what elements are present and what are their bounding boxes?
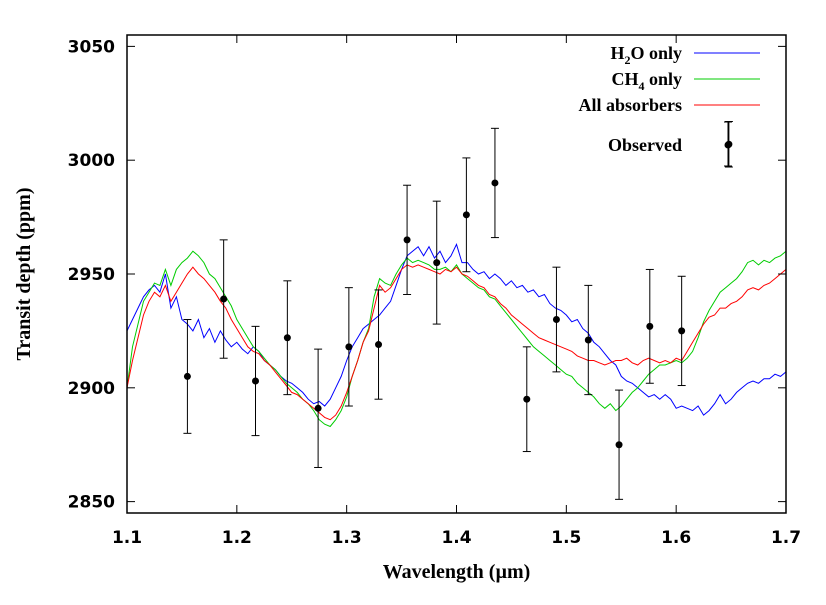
observed-point xyxy=(615,441,623,449)
observed-point xyxy=(375,341,383,349)
observed-point xyxy=(433,259,441,267)
observed-point xyxy=(646,322,654,330)
observed-point xyxy=(183,372,191,380)
y-tick-label: 3050 xyxy=(68,37,115,57)
series-line-h2o-only xyxy=(126,243,787,416)
observed-point xyxy=(220,295,228,303)
x-tick-label: 1.4 xyxy=(441,528,471,548)
y-tick-label: 2900 xyxy=(68,379,115,399)
series-line-ch4-only xyxy=(126,250,787,428)
x-axis-title: Wavelength (µm) xyxy=(383,561,531,583)
y-tick-label: 2850 xyxy=(68,493,115,513)
observed-error-bars xyxy=(183,120,733,500)
series-line-all-absorbers xyxy=(126,264,787,421)
observed-point xyxy=(283,334,291,342)
axis-tick-labels: 1.1 1.2 1.3 1.4 1.5 1.6 1.7 2850 2900 2950 3000 305… xyxy=(68,37,801,548)
legend-label-h2o-only: H2O only xyxy=(610,43,682,67)
observed-point xyxy=(314,404,322,412)
x-tick-label: 1.6 xyxy=(661,528,691,548)
observed-point xyxy=(678,327,686,335)
axis-ticks xyxy=(126,35,787,513)
y-axis-title: Transit depth (ppm) xyxy=(13,188,35,361)
y-tick-label: 2950 xyxy=(68,265,115,285)
legend-label-observed: Observed xyxy=(608,135,682,155)
x-tick-label: 1.1 xyxy=(112,528,142,548)
plot-lines xyxy=(126,243,787,428)
x-tick-label: 1.2 xyxy=(222,528,252,548)
y-tick-label: 3000 xyxy=(68,151,115,171)
observed-point xyxy=(345,343,353,351)
observed-point xyxy=(552,316,560,324)
observed-point xyxy=(462,211,470,219)
observed-point xyxy=(584,336,592,344)
x-tick-label: 1.3 xyxy=(332,528,362,548)
observed-point xyxy=(491,179,499,187)
observed-point xyxy=(252,377,260,385)
observed-point xyxy=(403,236,411,244)
observed-point xyxy=(523,395,531,403)
plot-frame xyxy=(126,34,787,514)
legend-sample-observed-point xyxy=(724,141,732,149)
x-tick-label: 1.7 xyxy=(771,528,801,548)
legend-label-ch4-only: CH4 only xyxy=(611,69,682,93)
x-tick-label: 1.5 xyxy=(551,528,581,548)
legend-label-all-absorbers: All absorbers xyxy=(579,95,683,115)
